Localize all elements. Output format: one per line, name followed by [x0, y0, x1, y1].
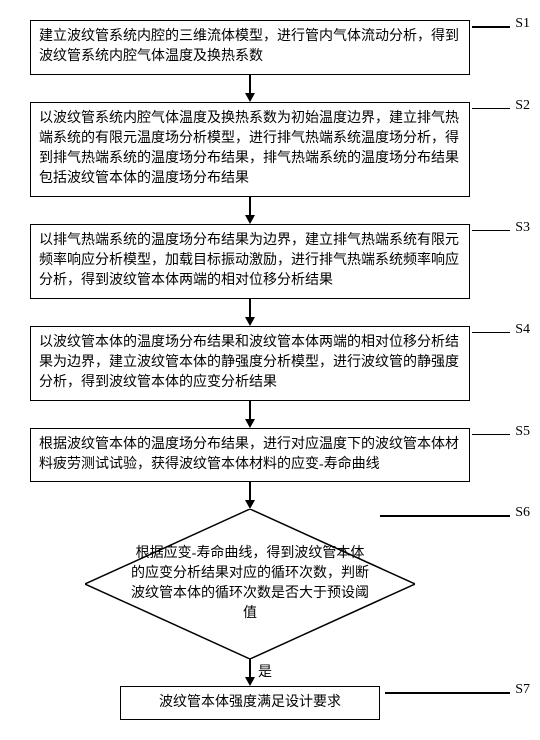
- process-box: 波纹管本体强度满足设计要求: [120, 686, 380, 720]
- arrow-line: [249, 482, 251, 500]
- label-leader-line: [472, 434, 510, 436]
- step-label: S7: [515, 682, 530, 698]
- label-leader-line: [472, 332, 510, 334]
- process-box: 以排气热端系统的温度场分布结果为边界，建立排气热端系统有限元频率响应分析模型，加…: [30, 224, 470, 299]
- step-s3: 以排气热端系统的温度场分布结果为边界，建立排气热端系统有限元频率响应分析模型，加…: [30, 224, 470, 299]
- process-box: 建立波纹管系统内腔的三维流体模型，进行管内气体流动分析，得到波纹管系统内腔气体温…: [30, 20, 470, 75]
- step-s2: 以波纹管系统内腔气体温度及换热系数为初始温度边界，建立排气热端系统的有限元温度场…: [30, 102, 470, 197]
- arrow-line: [249, 299, 251, 317]
- label-leader-line: [472, 108, 510, 110]
- label-leader-line: [380, 515, 510, 517]
- arrow: [245, 299, 255, 326]
- arrow: [245, 75, 255, 102]
- step-label: S6: [515, 505, 530, 521]
- arrow-head-icon: [245, 419, 255, 428]
- step-label: S1: [515, 16, 530, 32]
- arrow: 是: [245, 659, 255, 686]
- step-label: S2: [515, 98, 530, 114]
- edge-label: 是: [258, 661, 272, 681]
- arrow-head-icon: [245, 215, 255, 224]
- arrow-line: [249, 75, 251, 93]
- step-s4: 以波纹管本体的温度场分布结果和波纹管本体两端的相对位移分析结果为边界，建立波纹管…: [30, 326, 470, 401]
- arrow: [245, 197, 255, 224]
- step-label: S5: [515, 424, 530, 440]
- arrow-head-icon: [245, 677, 255, 686]
- arrow-line: [249, 659, 251, 677]
- label-leader-line: [385, 692, 510, 694]
- decision-node: 根据应变-寿命曲线，得到波纹管本体的应变分析结果对应的循环次数，判断波纹管本体的…: [85, 509, 415, 659]
- label-leader-line: [472, 26, 510, 28]
- step-label: S4: [515, 322, 530, 338]
- decision-text: 根据应变-寿命曲线，得到波纹管本体的应变分析结果对应的循环次数，判断波纹管本体的…: [130, 544, 370, 625]
- arrow-head-icon: [245, 500, 255, 509]
- process-box: 以波纹管本体的温度场分布结果和波纹管本体两端的相对位移分析结果为边界，建立波纹管…: [30, 326, 470, 401]
- step-label: S3: [515, 220, 530, 236]
- label-leader-line: [472, 230, 510, 232]
- step-s6: 根据应变-寿命曲线，得到波纹管本体的应变分析结果对应的循环次数，判断波纹管本体的…: [30, 509, 470, 659]
- step-s7: 波纹管本体强度满足设计要求S7: [30, 686, 470, 720]
- arrow: [245, 401, 255, 428]
- arrow-head-icon: [245, 317, 255, 326]
- process-box: 以波纹管系统内腔气体温度及换热系数为初始温度边界，建立排气热端系统的有限元温度场…: [30, 102, 470, 197]
- arrow: [245, 482, 255, 509]
- step-s1: 建立波纹管系统内腔的三维流体模型，进行管内气体流动分析，得到波纹管系统内腔气体温…: [30, 20, 470, 75]
- step-s5: 根据波纹管本体的温度场分布结果，进行对应温度下的波纹管本体材料疲劳测试试验，获得…: [30, 428, 470, 483]
- process-box: 根据波纹管本体的温度场分布结果，进行对应温度下的波纹管本体材料疲劳测试试验，获得…: [30, 428, 470, 483]
- arrow-line: [249, 197, 251, 215]
- arrow-line: [249, 401, 251, 419]
- arrow-head-icon: [245, 93, 255, 102]
